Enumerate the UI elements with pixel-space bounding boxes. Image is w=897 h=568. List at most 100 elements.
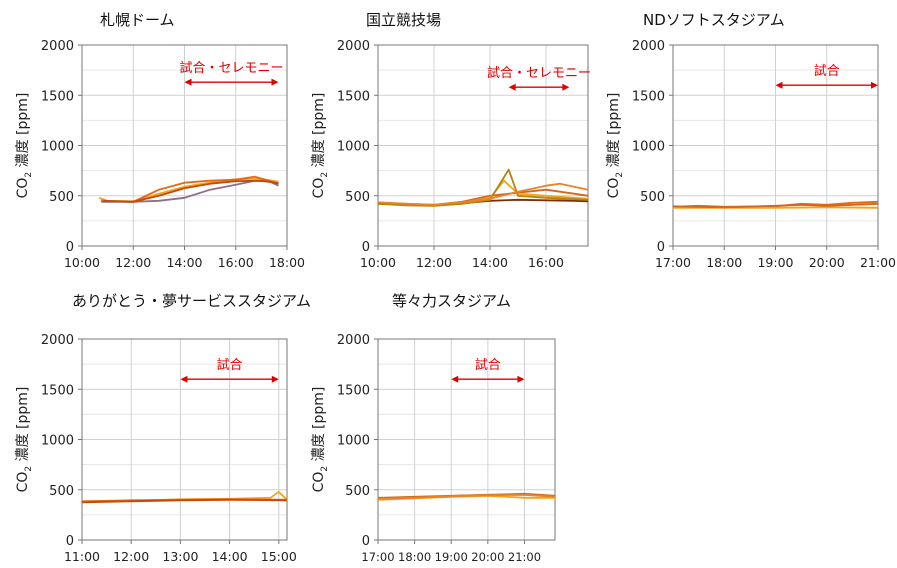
series-line-4 bbox=[377, 168, 589, 207]
y-axis-label: CO2 濃度 [ppm] bbox=[311, 93, 330, 199]
annotation-arrowhead-right bbox=[271, 375, 279, 383]
chart-title: 等々力スタジアム bbox=[392, 292, 511, 310]
chart-panel-4: ありがとう・夢サービススタジアム 0 500 1000 1500 2000 11:00 12:… bbox=[15, 292, 311, 564]
y-axis-label-rest: 濃度 [ppm] bbox=[15, 387, 31, 466]
y-axis-label-rest: 濃度 [ppm] bbox=[15, 93, 31, 172]
y-tick-label: 0 bbox=[362, 240, 370, 255]
y-axis-label: CO2 濃度 [ppm] bbox=[15, 387, 34, 493]
series-line-5 bbox=[377, 182, 589, 206]
y-tick-label: 1500 bbox=[41, 89, 74, 104]
y-axis-label-rest: 濃度 [ppm] bbox=[311, 387, 327, 466]
x-tick-label: 10:00 bbox=[64, 255, 100, 270]
annotation-label: 試合 bbox=[814, 63, 840, 79]
y-axis-label-sub: 2 bbox=[24, 172, 34, 178]
chart-panel-3: NDソフトスタジアム 0 500 1000 1500 2000 17:00 18:00 19:0… bbox=[606, 11, 896, 270]
x-tick-label: 12:00 bbox=[416, 255, 452, 270]
y-tick-label: 500 bbox=[345, 484, 370, 499]
y-axis-label: CO2 濃度 [ppm] bbox=[606, 93, 625, 199]
y-axis-label-main: CO bbox=[311, 178, 327, 199]
y-axis-label-sub: 2 bbox=[320, 172, 330, 178]
annotation-arrowhead-right bbox=[271, 78, 279, 86]
annotation-label: 試合・セレモニー bbox=[487, 65, 591, 81]
annotation-label: 試合・セレモニー bbox=[179, 60, 283, 76]
annotation-arrowhead-right bbox=[562, 83, 570, 91]
x-tick-label: 19:00 bbox=[757, 255, 793, 270]
annotation-arrowhead-left bbox=[184, 78, 192, 86]
chart-title: 札幌ドーム bbox=[100, 11, 175, 29]
x-tick-label: 18:00 bbox=[398, 550, 431, 564]
annotation-label: 試合 bbox=[475, 357, 501, 373]
y-axis-label-sub: 2 bbox=[24, 466, 34, 472]
y-tick-label: 1500 bbox=[41, 383, 74, 398]
x-tick-label: 12:00 bbox=[115, 255, 151, 270]
x-tick-label: 11:00 bbox=[64, 549, 100, 564]
series-line-3 bbox=[377, 493, 556, 500]
y-axis-label-sub: 2 bbox=[615, 172, 625, 178]
y-tick-label: 500 bbox=[640, 190, 665, 205]
y-tick-label: 2000 bbox=[41, 39, 74, 54]
y-axis-label-rest: 濃度 [ppm] bbox=[311, 93, 327, 172]
y-tick-label: 0 bbox=[362, 534, 370, 549]
y-tick-label: 0 bbox=[657, 240, 665, 255]
chart-panel-1: 札幌ドーム 0 500 1000 1500 2000 10:00 12:00 14:00 16:0… bbox=[15, 11, 305, 270]
y-tick-label: 1000 bbox=[632, 140, 665, 155]
y-tick-label: 1000 bbox=[337, 434, 370, 449]
series-line-3 bbox=[101, 179, 279, 203]
annotation-arrowhead-left bbox=[451, 375, 459, 383]
y-tick-label: 1000 bbox=[41, 434, 74, 449]
y-tick-label: 0 bbox=[66, 240, 74, 255]
x-tick-label: 17:00 bbox=[361, 550, 394, 564]
series-line-3 bbox=[81, 498, 288, 504]
x-tick-label: 16:00 bbox=[528, 255, 564, 270]
x-tick-label: 14:00 bbox=[212, 549, 248, 564]
chart-panel-2: 国立競技場 0 500 1000 1500 2000 10:00 12:00 14:00 16:0… bbox=[311, 11, 591, 270]
annotation-arrowhead-left bbox=[775, 81, 783, 89]
y-tick-label: 2000 bbox=[337, 333, 370, 348]
x-tick-label: 14:00 bbox=[166, 255, 202, 270]
x-tick-label: 18:00 bbox=[269, 255, 305, 270]
y-tick-label: 2000 bbox=[337, 39, 370, 54]
x-tick-label: 15:00 bbox=[261, 549, 297, 564]
x-tick-label: 18:00 bbox=[706, 255, 742, 270]
x-tick-label: 20:00 bbox=[471, 550, 504, 564]
y-axis-label-main: CO bbox=[15, 178, 31, 199]
series-line-3 bbox=[672, 202, 879, 209]
annotation-arrowhead-left bbox=[508, 83, 516, 91]
x-tick-label: 21:00 bbox=[860, 255, 896, 270]
chart-title: 国立競技場 bbox=[366, 11, 441, 29]
y-tick-label: 500 bbox=[345, 190, 370, 205]
x-tick-label: 12:00 bbox=[113, 549, 149, 564]
y-tick-label: 1500 bbox=[632, 89, 665, 104]
y-tick-label: 1500 bbox=[337, 383, 370, 398]
y-tick-label: 2000 bbox=[632, 39, 665, 54]
x-tick-label: 21:00 bbox=[508, 550, 541, 564]
x-tick-label: 17:00 bbox=[655, 255, 691, 270]
y-axis-label-sub: 2 bbox=[320, 466, 330, 472]
y-tick-label: 500 bbox=[49, 484, 74, 499]
y-axis-label-rest: 濃度 [ppm] bbox=[606, 93, 622, 172]
y-axis-label-main: CO bbox=[606, 178, 622, 199]
x-tick-label: 14:00 bbox=[472, 255, 508, 270]
y-tick-label: 0 bbox=[66, 534, 74, 549]
x-tick-label: 16:00 bbox=[218, 255, 254, 270]
y-tick-label: 1000 bbox=[337, 140, 370, 155]
y-axis-label: CO2 濃度 [ppm] bbox=[311, 387, 330, 493]
annotation-label: 試合 bbox=[217, 357, 243, 373]
y-tick-label: 1000 bbox=[41, 140, 74, 155]
y-axis-label: CO2 濃度 [ppm] bbox=[15, 93, 34, 199]
chart-title: ありがとう・夢サービススタジアム bbox=[72, 292, 311, 310]
y-axis-label-main: CO bbox=[311, 472, 327, 493]
series-line-4 bbox=[103, 179, 279, 203]
y-tick-label: 500 bbox=[49, 190, 74, 205]
x-tick-label: 10:00 bbox=[360, 255, 396, 270]
x-tick-label: 20:00 bbox=[809, 255, 845, 270]
y-tick-label: 2000 bbox=[41, 333, 74, 348]
x-tick-label: 13:00 bbox=[162, 549, 198, 564]
y-axis-label-main: CO bbox=[15, 472, 31, 493]
annotation-arrowhead-left bbox=[180, 375, 188, 383]
chart-title: NDソフトスタジアム bbox=[643, 11, 785, 29]
annotation-arrowhead-right bbox=[517, 375, 525, 383]
x-tick-label: 19:00 bbox=[435, 550, 468, 564]
